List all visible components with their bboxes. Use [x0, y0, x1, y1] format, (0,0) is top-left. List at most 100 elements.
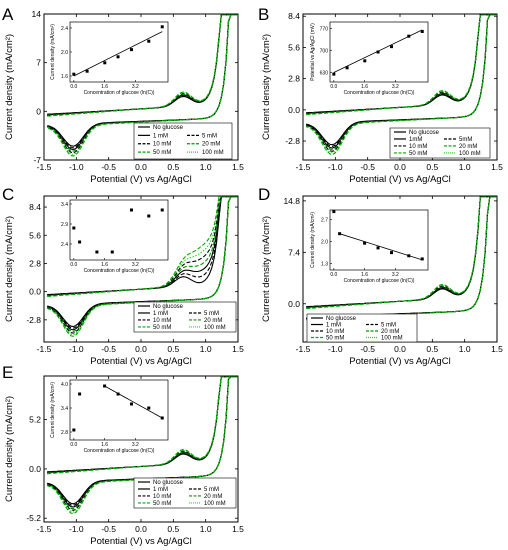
x-tick-label: -0.5: [360, 162, 375, 172]
inset-x-tick-label: 0.0: [70, 84, 77, 90]
x-tick-label: 1.5: [232, 162, 244, 172]
x-tick-label: -1.0: [328, 344, 343, 354]
x-tick-label: 0.0: [135, 524, 147, 534]
x-tick-label: 1.5: [232, 524, 244, 534]
y-tick-label: 7.4: [288, 247, 300, 257]
legend-entry: 100 mM: [381, 336, 403, 342]
inset-x-axis-label: Concentration of glucose (ln(C)): [84, 268, 155, 274]
panel-label: E: [2, 363, 13, 382]
legend-entry: 5 mM: [204, 311, 219, 317]
cv-curve-50-mm: [47, 376, 238, 515]
legend-entry: 5mM: [459, 137, 472, 143]
inset-data-point: [85, 69, 89, 73]
inset-y-tick-label: 3.4: [61, 406, 68, 412]
y-axis-label: Current density (mA/cm²): [4, 396, 15, 502]
inset-frame: [69, 379, 169, 441]
inset-data-point: [420, 257, 424, 261]
y-tick-label: 14: [32, 9, 42, 19]
legend-entry: 50 mM: [153, 501, 171, 507]
x-tick-label: -1.5: [37, 162, 52, 172]
legend-entry: 100 mM: [459, 151, 481, 157]
legend-entry: 20 mM: [381, 329, 399, 335]
inset-data-point: [389, 45, 393, 49]
inset-data-point: [332, 72, 336, 76]
inset-y-tick-label: 4.0: [61, 382, 68, 388]
x-tick-label: -1.5: [37, 344, 52, 354]
inset-x-tick-label: 1.6: [101, 262, 108, 268]
legend-entry: No glucose: [326, 316, 357, 322]
inset-y-tick-label: 1.6: [61, 74, 68, 80]
inset-data-point: [147, 39, 151, 43]
inset-y-tick-label: 3.4: [61, 202, 68, 208]
x-axis-label: Potential (V) vs Ag/AgCl: [349, 174, 450, 185]
legend-entry: No glucose: [153, 480, 184, 486]
x-tick-label: 0.0: [394, 162, 406, 172]
inset-data-point: [345, 66, 349, 70]
inset-fit-line: [73, 31, 163, 77]
panel-A: A -1.5 -1.0 -0.5 0.0 0.5 1.0 1.5 -7 0 7 14 Potential…: [2, 5, 244, 185]
x-tick-label: 0.5: [167, 344, 179, 354]
x-tick-label: 1.0: [200, 344, 212, 354]
legend-entry: 10 mM: [153, 142, 171, 148]
inset-x-tick-label: 0.0: [330, 84, 337, 90]
inset-frame: [69, 21, 169, 83]
y-tick-label: 5.6: [29, 230, 41, 240]
inset-data-point: [363, 59, 367, 63]
x-tick-label: 0.5: [167, 162, 179, 172]
x-axis-label: Potential (V) vs Ag/AgCl: [349, 356, 450, 367]
y-tick-label: 0.0: [288, 105, 300, 115]
y-tick-label: -5.2: [26, 513, 41, 523]
x-tick-label: 1.0: [200, 162, 212, 172]
inset-y-tick-label: 630: [320, 71, 329, 77]
x-tick-label: -0.5: [101, 524, 116, 534]
inset-y-tick-label: 2.9: [61, 222, 68, 228]
y-tick-label: 0.0: [29, 464, 41, 474]
cv-curve-50-mm: [47, 14, 238, 157]
panel-C: C -1.5 -1.0 -0.5 0.0 0.5 1.0 1.5 -2.8 0.0 2.8 5.6 8.…: [2, 185, 244, 367]
legend-entry: 20 mM: [204, 318, 222, 324]
inset-data-point: [376, 50, 380, 54]
inset-data-point: [72, 226, 76, 230]
y-tick-label: 0.0: [288, 299, 300, 309]
inset-data-point: [147, 406, 151, 410]
x-tick-label: -1.0: [328, 162, 343, 172]
inset-x-tick-label: 3.2: [132, 442, 139, 448]
x-tick-label: 1.0: [459, 162, 471, 172]
inset-data-point: [363, 241, 367, 245]
x-tick-label: -1.5: [296, 344, 311, 354]
legend-entry: 10 mM: [153, 494, 171, 500]
legend-entry: 50 mM: [153, 150, 171, 156]
inset-x-tick-label: 1.6: [101, 442, 108, 448]
y-tick-label: 2.8: [29, 258, 41, 268]
legend-entry: 20 mM: [204, 494, 222, 500]
inset-data-point: [338, 232, 342, 236]
legend-entry: 20 mM: [459, 144, 477, 150]
legend-entry: No glucose: [153, 125, 184, 131]
x-tick-label: 0.5: [167, 524, 179, 534]
legend-entry: 20 mM: [202, 142, 220, 148]
inset-data-point: [129, 48, 133, 52]
inset-data-point: [389, 251, 393, 255]
y-tick-label: 5.6: [288, 42, 300, 52]
legend-entry: 1 mM: [153, 487, 168, 493]
y-axis-label: Current density (mA/cm²): [4, 216, 15, 322]
inset-x-tick-label: 1.6: [101, 84, 108, 90]
x-axis-label: Potential (V) vs Ag/AgCl: [90, 174, 191, 185]
inset-y-axis-label: Potential vs Ag/AgCl (mV): [310, 23, 316, 81]
cv-curve-50-mm: [306, 196, 497, 342]
x-axis-label: Potential (V) vs Ag/AgCl: [90, 536, 191, 547]
y-tick-label: 5.2: [29, 415, 41, 425]
y-axis-label: Current density (mA/cm²): [261, 216, 272, 322]
inset-data-point: [129, 402, 133, 406]
panel-D: D -1.5 -1.0 -0.5 0.0 0.5 1.0 1.5 0.0 7.4 14.8 Poten…: [258, 185, 503, 367]
inset-y-tick-label: 2.4: [61, 242, 68, 248]
y-tick-label: 14.8: [283, 196, 300, 206]
inset-data-point: [160, 208, 164, 212]
x-tick-label: 1.0: [200, 524, 212, 534]
x-tick-label: -0.5: [101, 344, 116, 354]
inset-data-point: [78, 240, 82, 244]
inset-y-tick-label: 2.7: [321, 217, 328, 223]
inset-y-axis-label: Current density (mA/cm²): [50, 382, 56, 438]
legend-entry: 10 mM: [409, 144, 427, 150]
